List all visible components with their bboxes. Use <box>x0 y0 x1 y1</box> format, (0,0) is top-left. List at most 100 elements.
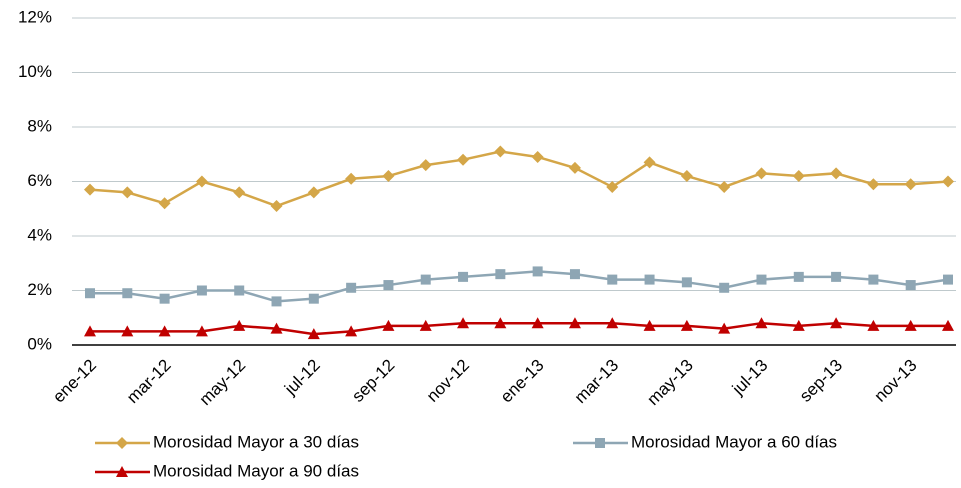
marker <box>607 274 618 285</box>
marker <box>233 186 246 199</box>
marker <box>84 183 96 196</box>
marker <box>122 288 133 299</box>
marker <box>755 317 768 329</box>
y-tick-label: 2% <box>27 280 52 299</box>
marker <box>307 328 320 340</box>
series-line <box>89 150 949 208</box>
y-tick-label: 0% <box>27 334 52 353</box>
marker <box>905 280 916 291</box>
marker <box>531 317 544 329</box>
marker <box>756 274 767 285</box>
marker <box>568 317 581 329</box>
y-tick-label: 4% <box>27 225 52 244</box>
marker <box>606 317 619 329</box>
x-tick-label: nov-12 <box>423 356 473 406</box>
marker <box>904 319 917 331</box>
x-tick-label: mar-13 <box>571 356 623 408</box>
marker <box>419 159 432 172</box>
y-tick-label: 8% <box>27 116 52 135</box>
x-tick-label: may-12 <box>196 356 250 410</box>
marker <box>271 296 282 307</box>
marker <box>680 319 693 331</box>
marker <box>868 274 879 285</box>
marker <box>718 180 731 193</box>
x-tick-label: jul-12 <box>280 356 324 400</box>
x-tick-label: sep-13 <box>796 356 846 406</box>
series-line <box>90 321 948 336</box>
marker <box>346 282 357 293</box>
marker <box>680 170 693 183</box>
marker <box>568 161 581 174</box>
marker <box>531 150 544 163</box>
marker <box>643 319 656 331</box>
marker <box>195 325 208 337</box>
marker <box>121 325 134 337</box>
marker <box>419 319 432 331</box>
marker <box>382 170 395 183</box>
y-tick-label: 6% <box>27 171 52 190</box>
legend-item: Morosidad Mayor a 30 días <box>95 432 359 451</box>
marker <box>831 271 842 282</box>
marker <box>867 319 880 331</box>
x-tick-label: sep-12 <box>348 356 398 406</box>
marker <box>158 325 171 337</box>
marker <box>867 178 880 191</box>
marker <box>234 285 245 296</box>
marker <box>792 319 805 331</box>
marker <box>116 466 128 477</box>
marker <box>569 269 580 280</box>
marker <box>308 293 319 304</box>
marker <box>458 271 469 282</box>
marker <box>195 175 208 188</box>
legend-item: Morosidad Mayor a 90 días <box>95 461 359 480</box>
marker <box>345 325 358 337</box>
marker <box>644 274 655 285</box>
y-tick-label: 10% <box>18 62 52 81</box>
marker <box>595 438 605 448</box>
marker <box>270 200 283 213</box>
marker <box>85 288 95 299</box>
x-tick-label: nov-13 <box>871 356 921 406</box>
x-tick-label: may-13 <box>643 356 697 410</box>
marker <box>830 167 843 180</box>
x-tick-label: ene-13 <box>497 356 548 407</box>
marker <box>457 317 470 329</box>
x-tick-label: mar-12 <box>123 356 175 408</box>
marker <box>196 285 207 296</box>
legend-label: Morosidad Mayor a 60 días <box>631 432 837 451</box>
marker <box>420 274 431 285</box>
marker <box>457 153 470 166</box>
marker <box>158 197 171 210</box>
legend-label: Morosidad Mayor a 90 días <box>153 461 359 480</box>
marker <box>606 180 619 193</box>
marker <box>942 175 954 188</box>
x-tick-label: ene-12 <box>49 356 100 407</box>
marker <box>159 293 170 304</box>
marker <box>942 319 954 331</box>
marker <box>494 317 507 329</box>
marker <box>495 269 506 280</box>
marker <box>719 282 730 293</box>
marker <box>904 178 917 191</box>
marker <box>345 172 358 185</box>
marker <box>532 266 543 277</box>
marker <box>718 322 731 334</box>
marker <box>116 437 128 449</box>
legend-label: Morosidad Mayor a 30 días <box>153 432 359 451</box>
marker <box>270 322 283 334</box>
marker <box>755 167 768 180</box>
marker <box>307 186 320 199</box>
marker <box>233 319 246 331</box>
marker <box>494 145 507 158</box>
marker <box>121 186 134 199</box>
marker <box>943 274 953 285</box>
marker <box>383 280 394 291</box>
marker <box>382 319 395 331</box>
marker <box>830 317 843 329</box>
series-line <box>90 270 949 303</box>
marker <box>681 277 692 288</box>
marker <box>792 170 805 183</box>
legend-item: Morosidad Mayor a 60 días <box>573 432 837 451</box>
marker <box>643 156 656 169</box>
